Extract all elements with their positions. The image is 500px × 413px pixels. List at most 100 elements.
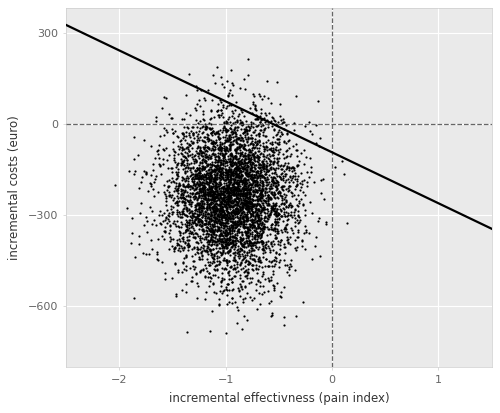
Point	[180, 202, 188, 208]
Point	[277, 184, 285, 190]
Point	[257, 237, 265, 244]
Point	[201, 164, 209, 170]
Point	[217, 74, 225, 81]
Point	[203, 256, 211, 262]
Point	[254, 245, 262, 252]
Point	[220, 257, 228, 263]
Point	[192, 190, 200, 197]
Point	[240, 129, 248, 136]
Point	[219, 125, 227, 131]
Point	[194, 174, 202, 180]
Point	[288, 175, 296, 182]
Point	[230, 161, 237, 167]
Point	[182, 129, 190, 136]
Point	[282, 192, 290, 198]
Point	[236, 233, 244, 240]
Point	[206, 238, 214, 245]
Point	[280, 195, 287, 202]
Point	[255, 161, 263, 168]
Point	[252, 177, 260, 183]
Point	[238, 237, 246, 243]
Point	[257, 207, 265, 214]
Point	[249, 99, 257, 106]
Point	[194, 182, 202, 189]
Point	[122, 204, 130, 211]
Point	[232, 148, 239, 154]
Point	[208, 184, 216, 190]
Point	[207, 235, 215, 241]
Point	[246, 248, 254, 255]
Point	[209, 206, 217, 213]
Point	[245, 225, 253, 232]
Point	[212, 219, 220, 226]
Point	[239, 256, 247, 262]
Point	[179, 238, 187, 244]
Point	[258, 230, 266, 237]
Point	[200, 273, 208, 280]
Point	[238, 203, 246, 210]
Point	[202, 154, 210, 161]
Point	[225, 165, 233, 172]
Point	[175, 242, 183, 248]
Point	[222, 216, 230, 222]
Point	[191, 181, 199, 188]
Point	[226, 236, 234, 242]
Point	[189, 263, 197, 269]
Point	[243, 169, 251, 176]
Point	[240, 242, 248, 249]
Point	[198, 171, 206, 178]
Point	[274, 119, 282, 126]
Point	[226, 187, 234, 193]
Point	[216, 195, 224, 202]
Point	[247, 183, 255, 190]
Point	[234, 183, 241, 190]
Point	[216, 145, 224, 152]
Point	[191, 214, 199, 221]
Point	[246, 187, 254, 194]
Point	[232, 204, 240, 211]
Point	[223, 217, 231, 224]
Point	[254, 145, 262, 152]
Point	[242, 165, 250, 172]
Point	[164, 183, 172, 190]
Point	[221, 239, 229, 246]
Point	[252, 213, 260, 219]
Point	[262, 187, 270, 194]
Point	[240, 145, 248, 151]
Point	[305, 119, 313, 125]
Point	[260, 247, 268, 253]
Point	[174, 268, 182, 275]
Point	[215, 135, 223, 142]
Point	[218, 251, 226, 258]
Point	[210, 176, 218, 183]
Point	[257, 150, 265, 157]
Point	[240, 229, 248, 236]
Point	[200, 147, 208, 154]
Point	[182, 182, 190, 189]
Point	[232, 235, 240, 241]
Point	[223, 210, 231, 217]
Point	[247, 199, 255, 206]
Point	[279, 183, 287, 190]
Point	[202, 170, 210, 176]
Point	[226, 215, 234, 221]
Point	[200, 145, 208, 152]
Point	[280, 211, 288, 217]
Point	[232, 228, 240, 234]
Point	[322, 218, 330, 225]
Point	[255, 231, 263, 238]
Point	[206, 211, 214, 218]
Point	[242, 169, 250, 175]
Point	[213, 213, 221, 220]
Point	[214, 193, 222, 199]
Point	[222, 176, 230, 183]
Point	[251, 144, 259, 151]
Point	[203, 199, 211, 205]
Point	[293, 182, 301, 189]
Point	[234, 208, 241, 214]
Point	[185, 148, 193, 154]
Point	[220, 223, 228, 230]
Point	[270, 173, 278, 180]
Point	[303, 179, 311, 186]
Point	[242, 156, 250, 163]
